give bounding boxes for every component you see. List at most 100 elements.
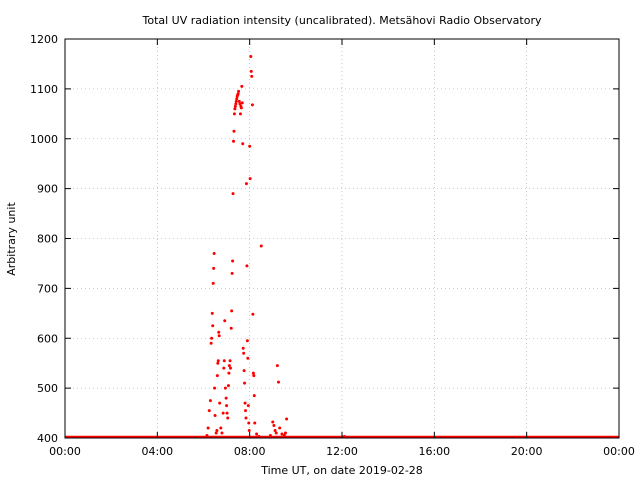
- data-point: [237, 89, 241, 93]
- data-point: [244, 182, 248, 186]
- data-point: [230, 271, 234, 275]
- data-point: [205, 434, 209, 438]
- data-point: [250, 103, 254, 107]
- data-point: [252, 374, 256, 378]
- data-point: [238, 112, 242, 116]
- data-point: [210, 336, 214, 340]
- y-tick-label: 600: [37, 332, 58, 345]
- data-point: [211, 281, 215, 285]
- data-point: [209, 341, 213, 345]
- data-point: [275, 364, 279, 368]
- data-point: [207, 409, 211, 413]
- data-point: [233, 104, 237, 108]
- y-axis: 400 500 600 700 800 900 1000 1100 1200: [30, 33, 619, 445]
- data-point: [243, 401, 247, 405]
- data-point: [240, 101, 244, 105]
- data-point: [223, 386, 227, 390]
- data-point: [251, 312, 255, 316]
- data-point: [251, 371, 255, 375]
- x-tick-label: 12:00: [326, 445, 358, 458]
- data-point: [249, 54, 253, 58]
- data-point: [206, 426, 210, 430]
- data-point: [229, 326, 233, 330]
- data-point: [213, 414, 217, 418]
- data-point: [247, 421, 251, 425]
- data-point: [247, 429, 251, 433]
- data-point: [242, 369, 246, 373]
- y-tick-label: 800: [37, 233, 58, 246]
- data-point: [246, 356, 250, 360]
- x-tick-label: 20:00: [511, 445, 543, 458]
- data-point: [232, 139, 236, 143]
- data-point: [217, 330, 221, 334]
- data-point: [257, 435, 261, 439]
- data-point: [222, 359, 226, 363]
- data-point: [234, 102, 238, 106]
- data-point: [223, 319, 227, 323]
- data-point: [225, 411, 229, 415]
- x-tick-label: 16:00: [418, 445, 450, 458]
- data-point: [249, 69, 253, 73]
- y-tick-label: 1100: [30, 83, 58, 96]
- data-point: [241, 142, 245, 146]
- data-point: [222, 366, 226, 370]
- data-point: [231, 192, 235, 196]
- data-point: [212, 251, 216, 255]
- data-point: [244, 416, 248, 420]
- data-point: [244, 409, 248, 413]
- data-point: [232, 129, 236, 133]
- data-points: [205, 54, 346, 439]
- data-point: [285, 417, 289, 421]
- data-point: [219, 426, 223, 430]
- y-tick-label: 1000: [30, 133, 58, 146]
- data-point: [282, 434, 286, 438]
- data-point: [259, 244, 263, 248]
- data-point: [226, 416, 230, 420]
- data-point: [215, 429, 219, 433]
- data-point: [237, 99, 241, 103]
- data-point: [278, 426, 282, 430]
- data-point: [250, 74, 254, 78]
- data-point: [208, 399, 212, 403]
- x-tick-label: 08:00: [234, 445, 266, 458]
- data-point: [342, 435, 346, 439]
- data-point: [227, 371, 231, 375]
- data-point: [215, 374, 219, 378]
- chart-title: Total UV radiation intensity (uncalibrat…: [142, 14, 542, 27]
- y-tick-label: 500: [37, 382, 58, 395]
- data-point: [241, 346, 245, 350]
- data-point: [234, 99, 238, 103]
- data-point: [210, 311, 214, 315]
- data-point: [243, 381, 247, 385]
- data-point: [216, 359, 220, 363]
- data-point: [211, 324, 215, 328]
- data-point: [248, 177, 252, 181]
- data-point: [246, 404, 250, 408]
- data-point: [232, 112, 236, 116]
- data-point: [212, 266, 216, 270]
- data-point: [273, 429, 277, 433]
- grid: [65, 39, 619, 438]
- data-point: [253, 421, 257, 425]
- data-point: [218, 401, 222, 405]
- data-point: [227, 364, 231, 368]
- data-point: [224, 396, 228, 400]
- y-tick-label: 1200: [30, 33, 58, 46]
- data-point: [226, 384, 230, 388]
- data-point: [240, 84, 244, 88]
- data-point: [214, 431, 218, 435]
- data-point: [283, 431, 287, 435]
- data-point: [228, 359, 232, 363]
- data-point: [216, 361, 220, 365]
- data-point: [252, 394, 256, 398]
- y-tick-label: 400: [37, 432, 58, 445]
- data-point: [280, 432, 284, 436]
- data-point: [229, 366, 233, 370]
- x-axis-label: Time UT, on date 2019-02-28: [260, 464, 423, 477]
- data-point: [233, 107, 237, 111]
- data-point: [239, 106, 243, 110]
- data-point: [230, 309, 234, 313]
- x-axis: 00:00 04:00 08:00 12:00 16:00 20:00 00:00: [49, 39, 635, 458]
- x-tick-label: 00:00: [603, 445, 635, 458]
